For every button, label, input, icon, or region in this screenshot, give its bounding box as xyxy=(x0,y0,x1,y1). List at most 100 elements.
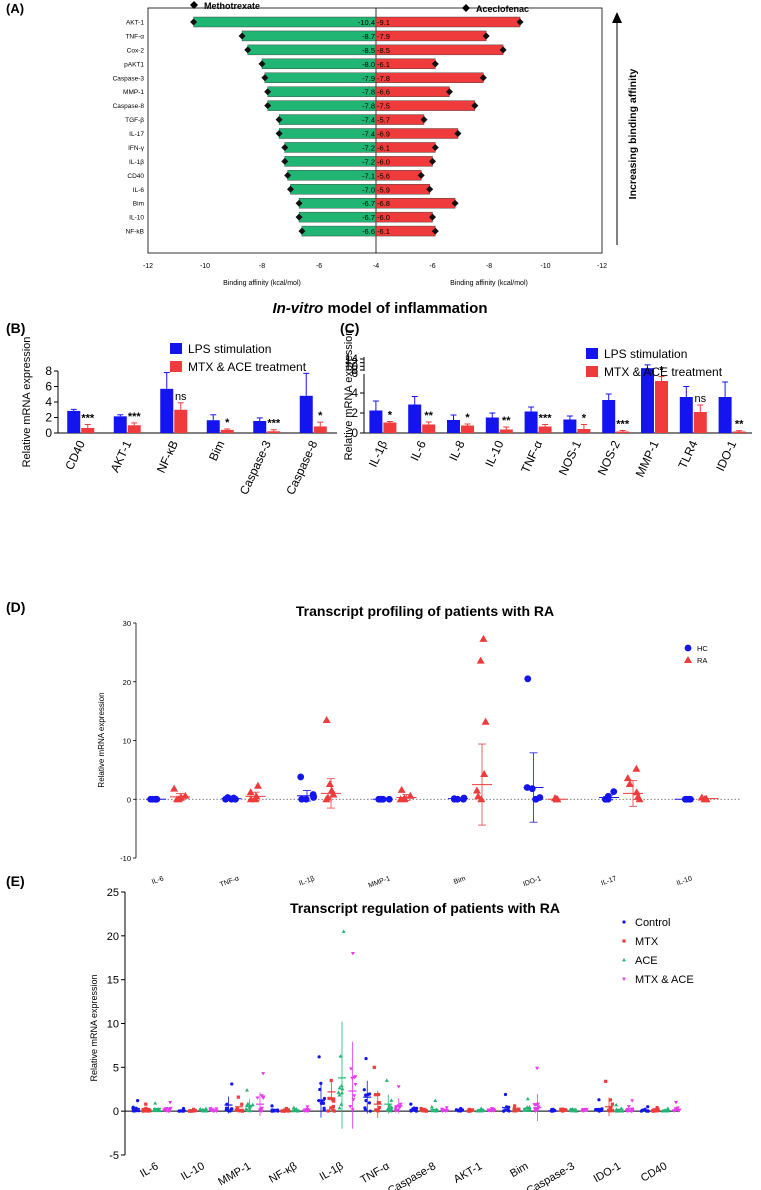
bar-mtx-ace-treatment xyxy=(174,409,188,433)
point-mtx-ace xyxy=(629,1109,634,1114)
significance-label: *** xyxy=(81,412,95,424)
legend-methotrexate-label: Methotrexate xyxy=(204,1,260,11)
bar-lps-stimulation xyxy=(113,416,127,433)
point-hc xyxy=(224,794,232,801)
value-aceclofenac: -6.1 xyxy=(377,227,390,236)
bar-aceclofenac xyxy=(375,30,487,42)
point-mtx xyxy=(144,1102,148,1106)
y-tick-label: 8 xyxy=(45,364,52,378)
legend-label-control: Control xyxy=(635,917,670,929)
point-mtx-ace xyxy=(534,1107,539,1111)
y-tick-label: 6 xyxy=(45,380,52,394)
bar-methotrexate xyxy=(193,16,377,28)
y-tick-label: 0 xyxy=(351,426,358,440)
point-mtx xyxy=(141,1108,145,1112)
bar-lps-stimulation xyxy=(641,368,654,433)
y-tick-label: 6 xyxy=(351,366,358,380)
x-tick-label: IL-1β xyxy=(318,1160,346,1183)
value-aceclofenac: -7.8 xyxy=(377,74,390,83)
marker-aceclofenac xyxy=(420,116,428,124)
section-title: In-vitro model of inflammation xyxy=(272,300,487,317)
category-label: IL-10 xyxy=(129,215,144,222)
x-tick-label: NOS-2 xyxy=(595,438,623,477)
point-ra xyxy=(472,786,481,794)
y-tick-label: 15 xyxy=(107,975,119,987)
point-ra xyxy=(476,656,485,664)
legend-label-mtx: MTX xyxy=(635,936,659,948)
category-label: IL-1β xyxy=(129,159,144,166)
point-mtx xyxy=(563,1108,567,1112)
point-mtx-ace xyxy=(630,1099,635,1103)
point-control xyxy=(319,1081,323,1085)
x-tick-label-right: -8 xyxy=(486,263,492,270)
point-ace xyxy=(384,1078,389,1082)
point-ra xyxy=(480,769,489,777)
point-ace xyxy=(434,1108,439,1113)
legend-label-mtx-ace-treatment: MTX & ACE treatment xyxy=(188,360,307,374)
significance-label: * xyxy=(225,417,230,429)
x-tick-label: IL-10 xyxy=(179,1160,207,1183)
bar-mtx-ace-treatment xyxy=(655,381,668,433)
value-aceclofenac: -9.1 xyxy=(377,18,390,27)
point-mtx xyxy=(608,1098,613,1102)
y-tick-label: 20 xyxy=(123,678,131,687)
value-aceclofenac: -5.7 xyxy=(377,116,390,125)
x-tick-label: NOS-1 xyxy=(556,438,584,477)
point-mtx xyxy=(376,1101,380,1105)
x-tick-label: IL-10 xyxy=(676,875,693,887)
category-label: Bim xyxy=(133,201,144,208)
legend-marker-control xyxy=(622,920,626,924)
x-tick-label: IL-17 xyxy=(600,875,617,887)
x-tick-label: TNF-α xyxy=(219,875,240,888)
value-methotrexate: -8.7 xyxy=(362,32,375,41)
point-ra xyxy=(477,795,486,803)
significance-label: * xyxy=(388,410,393,422)
category-label: AKT-1 xyxy=(126,20,144,27)
x-tick-label: IDO-1 xyxy=(713,438,739,473)
point-mtx xyxy=(513,1104,517,1108)
point-mtx-ace xyxy=(350,951,355,956)
point-mtx-ace xyxy=(673,1107,678,1111)
point-control xyxy=(503,1092,508,1097)
category-label: TGF-β xyxy=(125,117,144,124)
bar-aceclofenac xyxy=(375,44,504,56)
bar-lps-stimulation xyxy=(369,410,383,433)
point-hc xyxy=(309,792,317,800)
point-mtx xyxy=(240,1108,244,1112)
legend-swatch-lps-stimulation xyxy=(586,348,598,359)
point-ra xyxy=(329,790,338,798)
bar-mtx-ace-treatment xyxy=(127,425,141,433)
point-mtx xyxy=(328,1096,332,1101)
value-aceclofenac: -6.0 xyxy=(377,213,390,222)
point-ra xyxy=(406,791,415,799)
marker-methotrexate xyxy=(298,227,306,235)
value-methotrexate: -8.5 xyxy=(362,46,375,55)
point-control xyxy=(276,1109,280,1113)
x-tick-label: IL-8 xyxy=(446,438,468,463)
significance-label: ns xyxy=(175,391,187,403)
point-hc xyxy=(297,773,305,781)
category-label: MMP-1 xyxy=(123,89,144,96)
panel-label-a: (A) xyxy=(6,1,24,16)
point-control xyxy=(366,1092,370,1097)
point-control xyxy=(367,1101,372,1105)
value-methotrexate: -7.8 xyxy=(362,102,375,111)
point-ace xyxy=(339,1083,344,1088)
bar-lps-stimulation xyxy=(67,410,81,433)
marker-methotrexate xyxy=(238,32,246,40)
x-tick-label: Caspase-8 xyxy=(283,438,320,497)
bar-mtx-ace-treatment xyxy=(732,431,746,433)
point-mtx-ace xyxy=(535,1066,540,1071)
marker-methotrexate xyxy=(275,116,283,124)
x-tick-label: MMP-1 xyxy=(633,438,662,479)
point-control xyxy=(136,1099,140,1103)
y-axis-label: Relative mRNA expression xyxy=(97,692,106,787)
point-ace xyxy=(247,1108,252,1112)
x-tick-label: IL-6 xyxy=(151,875,165,886)
point-mtx-ace xyxy=(259,1109,264,1114)
bar-aceclofenac xyxy=(375,16,521,28)
significance-label: *** xyxy=(267,418,281,430)
point-mtx xyxy=(610,1108,614,1113)
point-mtx-ace xyxy=(444,1106,449,1110)
point-ra xyxy=(397,785,406,793)
